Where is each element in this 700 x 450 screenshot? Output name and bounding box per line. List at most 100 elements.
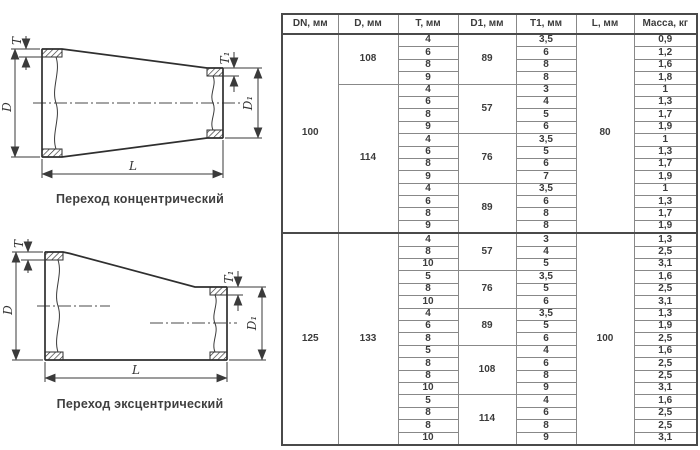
d1-cell: 57 bbox=[457, 83, 517, 135]
mass-cell: 3,1 bbox=[633, 431, 698, 446]
reducer-outline bbox=[41, 48, 224, 158]
dim-label-t1: T₁ bbox=[222, 271, 236, 284]
mass-cell: 1,3 bbox=[633, 195, 698, 209]
table-row: 8 8 2,5 bbox=[282, 419, 698, 433]
t1-cell: 6 bbox=[515, 295, 577, 309]
d1-cell: 108 bbox=[457, 344, 517, 396]
mass-cell: 1 bbox=[633, 182, 698, 197]
column-header: D, мм bbox=[337, 13, 399, 35]
mass-cell: 1 bbox=[633, 133, 698, 147]
t1-cell: 8 bbox=[515, 58, 577, 73]
break-line bbox=[56, 259, 60, 353]
t-cell: 8 bbox=[397, 332, 459, 346]
mass-cell: 1,9 bbox=[633, 219, 698, 234]
t-cell: 8 bbox=[397, 282, 459, 297]
l-cell: 100 bbox=[575, 232, 635, 446]
d1-cell: 114 bbox=[457, 394, 517, 446]
wall-hatch bbox=[209, 351, 228, 361]
break-line bbox=[213, 294, 217, 353]
t-cell: 8 bbox=[397, 245, 459, 260]
table-row: 6 6 1,2 bbox=[282, 46, 698, 60]
mass-cell: 1,9 bbox=[633, 120, 698, 135]
t1-cell: 9 bbox=[515, 431, 577, 446]
wall-hatch bbox=[41, 48, 63, 58]
mass-cell: 1,7 bbox=[633, 207, 698, 221]
t1-cell: 3,5 bbox=[515, 133, 577, 147]
mass-cell: 2,5 bbox=[633, 357, 698, 371]
t-cell: 9 bbox=[397, 120, 459, 135]
t1-cell: 6 bbox=[515, 332, 577, 346]
mass-cell: 2,5 bbox=[633, 332, 698, 346]
table-row: 6 5 1,3 bbox=[282, 145, 698, 159]
t-cell: 8 bbox=[397, 207, 459, 221]
t1-cell: 8 bbox=[515, 419, 577, 433]
t1-cell: 8 bbox=[515, 219, 577, 234]
mass-cell: 1,6 bbox=[633, 394, 698, 408]
d1-cell: 57 bbox=[457, 232, 517, 272]
t-cell: 8 bbox=[397, 406, 459, 421]
wall-hatch bbox=[206, 67, 224, 77]
t-cell: 8 bbox=[397, 419, 459, 433]
t-cell: 9 bbox=[397, 71, 459, 85]
t-cell: 4 bbox=[397, 133, 459, 147]
table-row: 125 133 4 57 3 100 1,3 bbox=[281, 232, 698, 446]
t1-cell: 4 bbox=[515, 344, 577, 359]
dim-label-t1: T₁ bbox=[218, 52, 232, 65]
column-header: T1, мм bbox=[515, 13, 577, 35]
t-cell: 4 bbox=[397, 33, 459, 48]
table-row: 5 108 4 1,6 bbox=[282, 344, 698, 396]
t1-cell: 4 bbox=[515, 95, 577, 110]
t1-cell: 3 bbox=[515, 83, 577, 97]
mass-cell: 3,1 bbox=[633, 381, 698, 396]
table-row: 114 4 57 3 1 bbox=[282, 83, 698, 234]
t1-cell: 7 bbox=[515, 170, 577, 184]
spec-table: DN, мм D, мм T, мм D1, мм T1, мм L, мм Масса, … bbox=[281, 13, 698, 446]
header-row: DN, мм D, мм T, мм D1, мм T1, мм L, мм Масса, … bbox=[281, 13, 698, 35]
reducer-outline bbox=[44, 251, 228, 361]
mass-cell: 3,1 bbox=[633, 295, 698, 309]
t1-cell: 4 bbox=[515, 394, 577, 408]
t-cell: 8 bbox=[397, 58, 459, 73]
dim-label-d1: D₁ bbox=[241, 96, 255, 111]
dim-label-l: L bbox=[131, 363, 140, 377]
t1-cell: 5 bbox=[515, 145, 577, 159]
mass-cell: 2,5 bbox=[633, 282, 698, 297]
d-cell: 108 bbox=[337, 33, 399, 85]
t1-cell: 6 bbox=[515, 46, 577, 60]
mass-cell: 1,7 bbox=[633, 108, 698, 122]
table-row: 9 8 1,8 bbox=[282, 71, 698, 85]
column-header: T, мм bbox=[397, 13, 459, 35]
t-cell: 6 bbox=[397, 319, 459, 334]
t-cell: 5 bbox=[397, 394, 459, 408]
mass-cell: 1,6 bbox=[633, 58, 698, 73]
mass-cell: 1,3 bbox=[633, 232, 698, 247]
t-cell: 8 bbox=[397, 369, 459, 383]
dn-cell: 125 bbox=[281, 232, 339, 446]
table-row: 8 8 1,7 bbox=[282, 207, 698, 221]
d-cell: 114 bbox=[337, 83, 399, 234]
table-body: 100 108 4 89 3,5 80 0,9 6 6 1,2 8 8 1,6 9 8 1,8 114 4 57 3 1… bbox=[281, 33, 698, 446]
mass-cell: 1,6 bbox=[633, 344, 698, 359]
t1-cell: 5 bbox=[515, 258, 577, 272]
wall-hatch bbox=[206, 129, 224, 139]
dn-cell: 100 bbox=[281, 33, 339, 234]
t-cell: 9 bbox=[397, 219, 459, 234]
wall-hatch bbox=[209, 286, 228, 296]
concentric-reducer-diagram: D T T₁ D₁ L bbox=[0, 36, 263, 179]
dim-label-d1: D₁ bbox=[245, 316, 259, 331]
mass-cell: 1,9 bbox=[633, 319, 698, 334]
column-header: Масса, кг bbox=[633, 13, 698, 35]
t1-cell: 6 bbox=[515, 195, 577, 209]
column-header: D1, мм bbox=[457, 13, 517, 35]
t-cell: 6 bbox=[397, 195, 459, 209]
t1-cell: 4 bbox=[515, 245, 577, 260]
table-row: 10 9 3,1 bbox=[282, 431, 698, 446]
concentric-caption: Переход концентрический bbox=[55, 192, 224, 206]
table-row: 9 7 1,9 bbox=[282, 170, 698, 184]
mass-cell: 3,1 bbox=[633, 258, 698, 272]
table-row: 100 108 4 89 3,5 80 0,9 bbox=[281, 33, 698, 234]
table-header: DN, мм D, мм T, мм D1, мм T1, мм L, мм Масса, … bbox=[281, 13, 698, 35]
t1-cell: 6 bbox=[515, 357, 577, 371]
d1-cell: 76 bbox=[457, 270, 517, 309]
